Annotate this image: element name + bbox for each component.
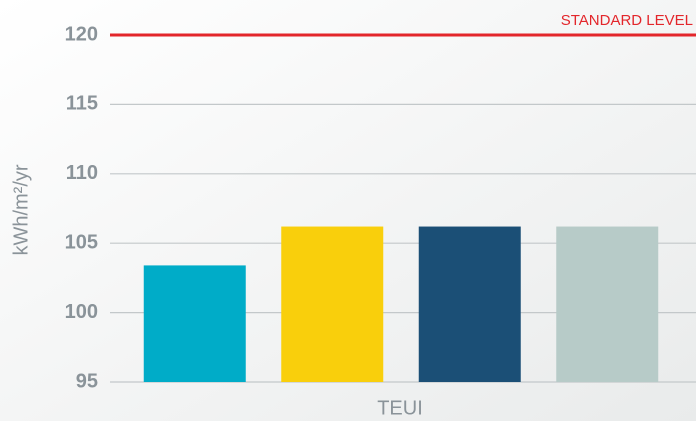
y-tick-label: 120 xyxy=(65,23,98,45)
bar xyxy=(556,226,659,382)
bar xyxy=(281,226,384,382)
bar xyxy=(418,226,521,382)
y-axis-label: kWh/m²/yr xyxy=(10,164,32,255)
y-tick-label: 105 xyxy=(65,231,98,253)
bar xyxy=(143,265,246,382)
y-tick-label: 100 xyxy=(65,301,98,323)
x-axis-label: TEUI xyxy=(377,397,423,419)
y-tick-label: 115 xyxy=(66,93,98,115)
y-tick-label: 110 xyxy=(66,162,98,184)
y-tick-label: 95 xyxy=(76,370,98,392)
reference-label: STANDARD LEVEL xyxy=(561,12,693,29)
